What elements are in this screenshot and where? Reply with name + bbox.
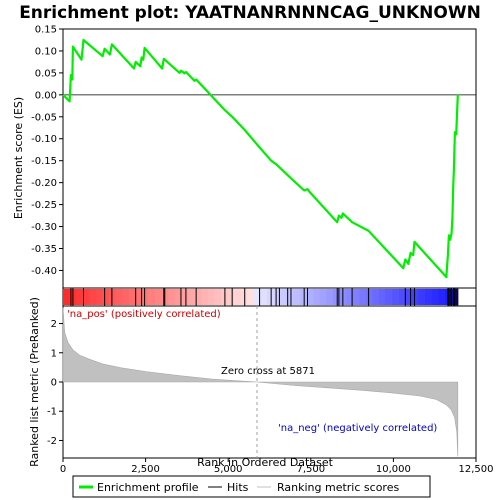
rank-color-segment (313, 289, 320, 305)
rank-color-segment (135, 289, 143, 305)
x-tick-label: 0 (60, 464, 66, 475)
legend-profile-label: Enrichment profile (97, 481, 199, 494)
rank-color-segment (286, 289, 294, 305)
rank-color-segment (385, 289, 393, 305)
rank-color-segment (299, 289, 307, 305)
rank-color-segment (280, 289, 288, 305)
es-y-tick-label: 0.10 (35, 46, 57, 57)
metric-y-tick-label: 1 (51, 348, 57, 359)
metric-y-axis: 2 1 0 -1 -2 (47, 319, 63, 447)
pos-correlated-label: 'na_pos' (positively correlated) (67, 309, 221, 320)
metric-y-tick-label: -2 (47, 436, 57, 447)
rank-color-segment (438, 289, 445, 305)
zero-cross-label: Zero cross at 5871 (221, 366, 315, 377)
ranking-metric-area (62, 307, 459, 457)
rank-color-segment (128, 289, 136, 305)
rank-color-segment (201, 289, 209, 305)
metric-y-tick-label: -1 (47, 407, 57, 418)
neg-correlated-label: 'na_neg' (negatively correlated) (278, 423, 437, 434)
rank-color-segment (431, 289, 439, 305)
rank-color-segment (266, 289, 274, 305)
rank-color-segment (227, 289, 235, 305)
rank-color-segment (424, 289, 432, 305)
x-tick-label: 12,500 (459, 464, 494, 475)
rank-color-segment (181, 289, 189, 305)
rank-color-segment (247, 289, 255, 305)
x-axis-label: Rank in Ordered Dataset (197, 456, 334, 469)
rank-color-segment (109, 289, 116, 305)
enrichment-profile-series (62, 38, 459, 279)
es-y-tick-label: -0.15 (31, 156, 57, 167)
es-y-tick-label: -0.35 (31, 244, 57, 255)
rank-color-segment (115, 289, 123, 305)
rank-color-segment (207, 289, 215, 305)
rank-color-segment (372, 289, 380, 305)
rank-color-segment (148, 289, 156, 305)
x-axis: 0 2,500 5,000 7,500 10,000 12,500 (60, 458, 494, 475)
rank-color-segment (273, 289, 281, 305)
metric-y-tick-label: 2 (51, 319, 57, 330)
x-tick-label: 7,500 (296, 464, 325, 475)
chart-title: Enrichment plot: YAATNANRNNNCAG_UNKNOWN (19, 3, 481, 23)
rank-color-segment (365, 289, 373, 305)
rank-color-segment (122, 289, 130, 305)
hits-panel (63, 288, 459, 306)
rank-color-segment (76, 289, 84, 305)
rank-color-segment (102, 289, 110, 305)
enrichment-profile-line (62, 38, 459, 279)
legend-hits-label: Hits (227, 481, 249, 494)
x-tick-label: 2,500 (131, 464, 160, 475)
es-y-tick-label: -0.30 (31, 222, 57, 233)
rank-color-segment (89, 289, 97, 305)
es-y-tick-label: -0.25 (31, 200, 57, 211)
ranking-metric-panel (62, 306, 459, 458)
rank-color-segment (332, 289, 340, 305)
es-y-tick-label: -0.10 (31, 134, 57, 145)
es-y-tick-label: 0.15 (35, 25, 57, 36)
rank-color-segment (155, 289, 163, 305)
rank-color-segment (220, 289, 228, 305)
rank-color-segment (253, 289, 261, 305)
legend-metric-label: Ranking metric scores (277, 481, 399, 494)
legend: Enrichment profile Hits Ranking metric s… (72, 475, 431, 498)
rank-color-segment (168, 289, 176, 305)
rank-color-segment (95, 289, 103, 305)
rank-color-segment (82, 289, 90, 305)
rank-color-segment (306, 289, 314, 305)
rank-color-segment (194, 289, 202, 305)
es-y-axis-label: Enrichment score (ES) (12, 97, 25, 219)
rank-color-segment (326, 289, 334, 305)
legend-box (72, 475, 431, 498)
rank-color-segment (345, 289, 353, 305)
rank-color-segment (234, 289, 241, 305)
rank-color-segment (378, 289, 386, 305)
es-y-tick-label: -0.20 (31, 178, 57, 189)
rank-color-segment (63, 289, 70, 305)
es-y-tick-label: -0.40 (31, 266, 57, 277)
metric-y-tick-label: 0 (51, 378, 57, 389)
rank-color-segment (359, 289, 367, 305)
rank-color-segment (293, 289, 301, 305)
es-y-tick-label: 0.05 (35, 68, 57, 79)
es-y-tick-label: -0.05 (31, 112, 57, 123)
rank-color-segment (392, 289, 399, 305)
metric-y-axis-label: Ranked list metric (PreRanked) (28, 297, 41, 467)
x-tick-label: 10,000 (376, 464, 411, 475)
rank-color-segment (418, 289, 426, 305)
rank-color-segment (260, 289, 268, 305)
rank-color-segment (240, 289, 248, 305)
rank-color-segment (214, 289, 222, 305)
es-y-axis: 0.15 0.10 0.05 0.00 -0.05 -0.10 -0.15 -0.20 -0.2… (31, 25, 63, 277)
rank-color-segment (319, 289, 327, 305)
rank-color-segment (352, 289, 360, 305)
rank-color-segment (411, 289, 419, 305)
rank-color-segment (141, 289, 149, 305)
rank-color-segment (398, 289, 406, 305)
x-tick-label: 5,000 (214, 464, 243, 475)
rank-color-segment (174, 289, 182, 305)
rank-color-segment (405, 289, 413, 305)
rank-color-segment (188, 289, 195, 305)
es-y-tick-label: 0.00 (35, 90, 57, 101)
